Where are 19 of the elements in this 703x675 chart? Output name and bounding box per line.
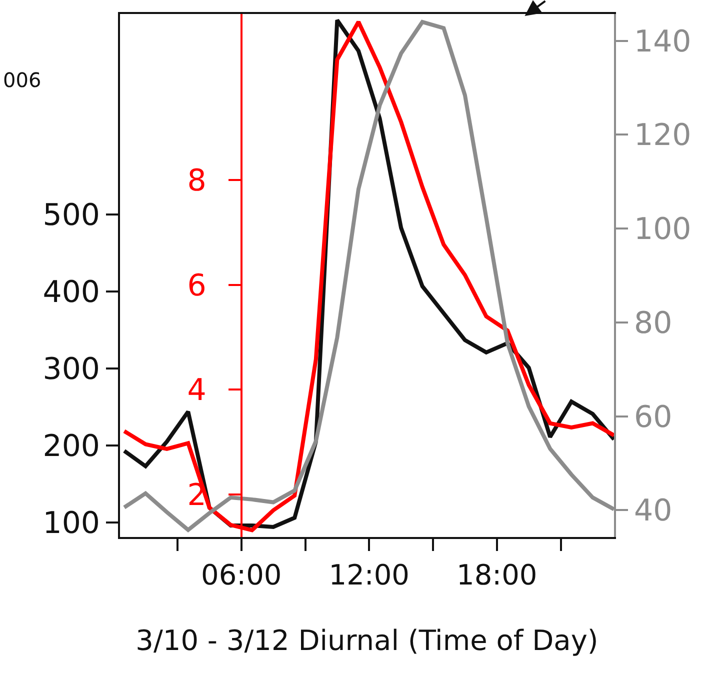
y3-tick-label: 100 (634, 212, 692, 248)
y2-tick-label: 4 (187, 373, 206, 408)
y-tick-label: 400 (42, 275, 100, 310)
y2-tick-label: 6 (187, 268, 206, 304)
text: 006 (3, 68, 42, 92)
y-tick-label: 100 (42, 506, 100, 541)
x-tick-label: 06:00 (201, 558, 282, 592)
y-tick-label: 300 (42, 352, 100, 388)
y3-tick-label: 80 (634, 306, 672, 341)
x-axis-title: 3/10 - 3/12 Diurnal (Time of Day) (136, 624, 598, 658)
x-tick-label: 12:00 (328, 558, 410, 592)
y3-tick-label: 60 (634, 400, 672, 435)
x-tick-label: 18:00 (456, 558, 538, 592)
y3-tick-label: 120 (634, 118, 692, 154)
y-tick-label: 200 (42, 428, 100, 464)
y3-tick-label: 140 (634, 24, 692, 60)
y3-tick-label: 40 (634, 494, 672, 529)
y-tick-label: 500 (42, 198, 100, 234)
y2-tick-label: 8 (187, 164, 206, 199)
